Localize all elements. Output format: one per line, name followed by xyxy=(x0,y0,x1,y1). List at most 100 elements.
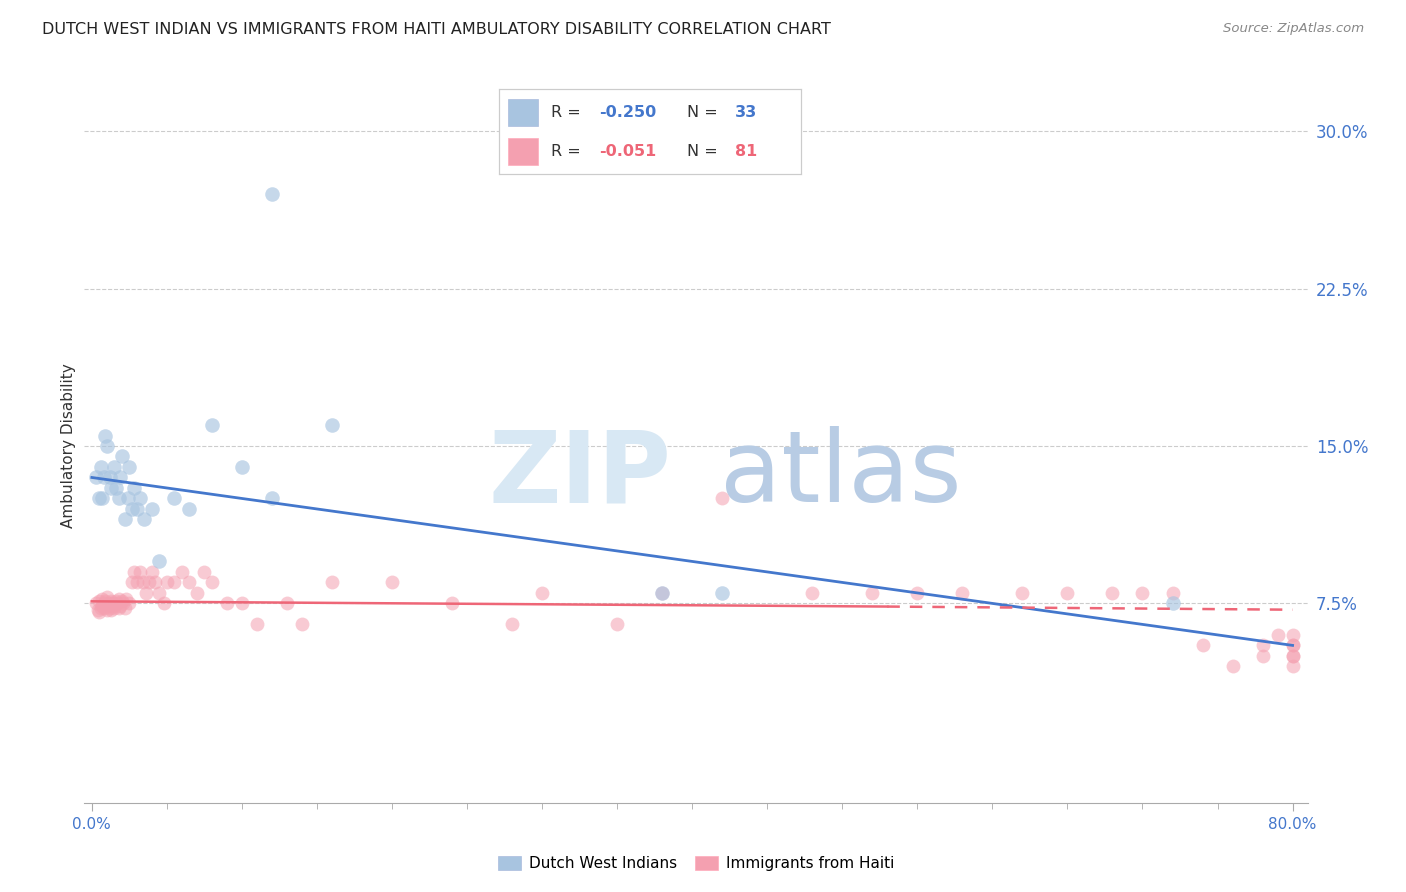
Point xyxy=(148,586,170,600)
Point xyxy=(1281,639,1303,653)
Point xyxy=(711,491,734,506)
Text: N =: N = xyxy=(686,104,723,120)
Point xyxy=(950,586,973,600)
Point xyxy=(651,586,673,600)
Point xyxy=(112,596,135,610)
Point xyxy=(170,565,193,579)
Point xyxy=(93,470,115,484)
Point xyxy=(1281,648,1303,663)
Point xyxy=(276,596,298,610)
Point xyxy=(91,491,114,506)
Point xyxy=(651,586,673,600)
Point xyxy=(103,600,125,615)
Point xyxy=(148,554,170,568)
Point xyxy=(108,600,131,615)
Point xyxy=(231,596,253,610)
Point xyxy=(93,600,115,615)
Point xyxy=(441,596,464,610)
Text: atlas: atlas xyxy=(720,426,962,523)
Point xyxy=(121,502,143,516)
Point xyxy=(121,575,143,590)
Point xyxy=(1281,648,1303,663)
Point xyxy=(905,586,928,600)
Point xyxy=(98,596,121,610)
Point xyxy=(801,586,824,600)
Point xyxy=(103,599,125,613)
Point xyxy=(1251,639,1274,653)
Text: 33: 33 xyxy=(735,104,758,120)
Text: -0.051: -0.051 xyxy=(599,144,657,159)
Point xyxy=(606,617,628,632)
Point xyxy=(86,470,108,484)
Point xyxy=(1251,648,1274,663)
Point xyxy=(860,586,883,600)
Point xyxy=(201,575,224,590)
Point xyxy=(1161,596,1184,610)
Point xyxy=(94,428,117,442)
Point xyxy=(1056,586,1078,600)
Point xyxy=(1281,628,1303,642)
Point xyxy=(110,599,132,613)
Point xyxy=(321,417,343,432)
Point xyxy=(101,596,124,610)
Bar xyxy=(508,137,538,165)
Point xyxy=(179,575,201,590)
Text: R =: R = xyxy=(551,104,585,120)
Point xyxy=(115,592,138,607)
Point xyxy=(100,603,122,617)
Point xyxy=(260,187,283,202)
Point xyxy=(128,565,150,579)
Text: R =: R = xyxy=(551,144,585,159)
Point xyxy=(531,586,554,600)
Point xyxy=(711,586,734,600)
Point xyxy=(111,594,134,608)
Point xyxy=(108,491,131,506)
Point xyxy=(93,596,115,610)
Point xyxy=(91,592,114,607)
Point xyxy=(201,417,224,432)
Point xyxy=(231,460,253,475)
Point xyxy=(501,617,523,632)
Point xyxy=(110,470,132,484)
Point xyxy=(1267,628,1289,642)
Point xyxy=(105,596,128,610)
Point xyxy=(215,596,238,610)
Point xyxy=(381,575,404,590)
Point xyxy=(125,575,148,590)
Point xyxy=(1191,639,1213,653)
Point xyxy=(86,596,108,610)
Point xyxy=(114,600,136,615)
Point xyxy=(97,599,120,613)
Point xyxy=(96,590,118,604)
Point xyxy=(104,481,127,495)
Point xyxy=(118,596,141,610)
Point xyxy=(91,599,114,613)
Point xyxy=(104,594,127,608)
Point xyxy=(118,460,141,475)
Point xyxy=(163,491,186,506)
Point xyxy=(1161,586,1184,600)
Point xyxy=(128,491,150,506)
Point xyxy=(117,491,139,506)
Point xyxy=(291,617,314,632)
Point xyxy=(90,460,112,475)
Point xyxy=(108,592,131,607)
Point xyxy=(260,491,283,506)
Point xyxy=(89,605,111,619)
Point xyxy=(96,439,118,453)
Point xyxy=(96,603,118,617)
Point xyxy=(135,586,157,600)
Bar xyxy=(508,98,538,126)
Point xyxy=(94,594,117,608)
Point xyxy=(1281,639,1303,653)
Point xyxy=(125,502,148,516)
Text: -0.250: -0.250 xyxy=(599,104,657,120)
Text: N =: N = xyxy=(686,144,723,159)
Point xyxy=(321,575,343,590)
Point xyxy=(134,512,156,526)
Point xyxy=(100,594,122,608)
Point xyxy=(193,565,215,579)
Point xyxy=(132,575,155,590)
Point xyxy=(1101,586,1123,600)
Point xyxy=(163,575,186,590)
